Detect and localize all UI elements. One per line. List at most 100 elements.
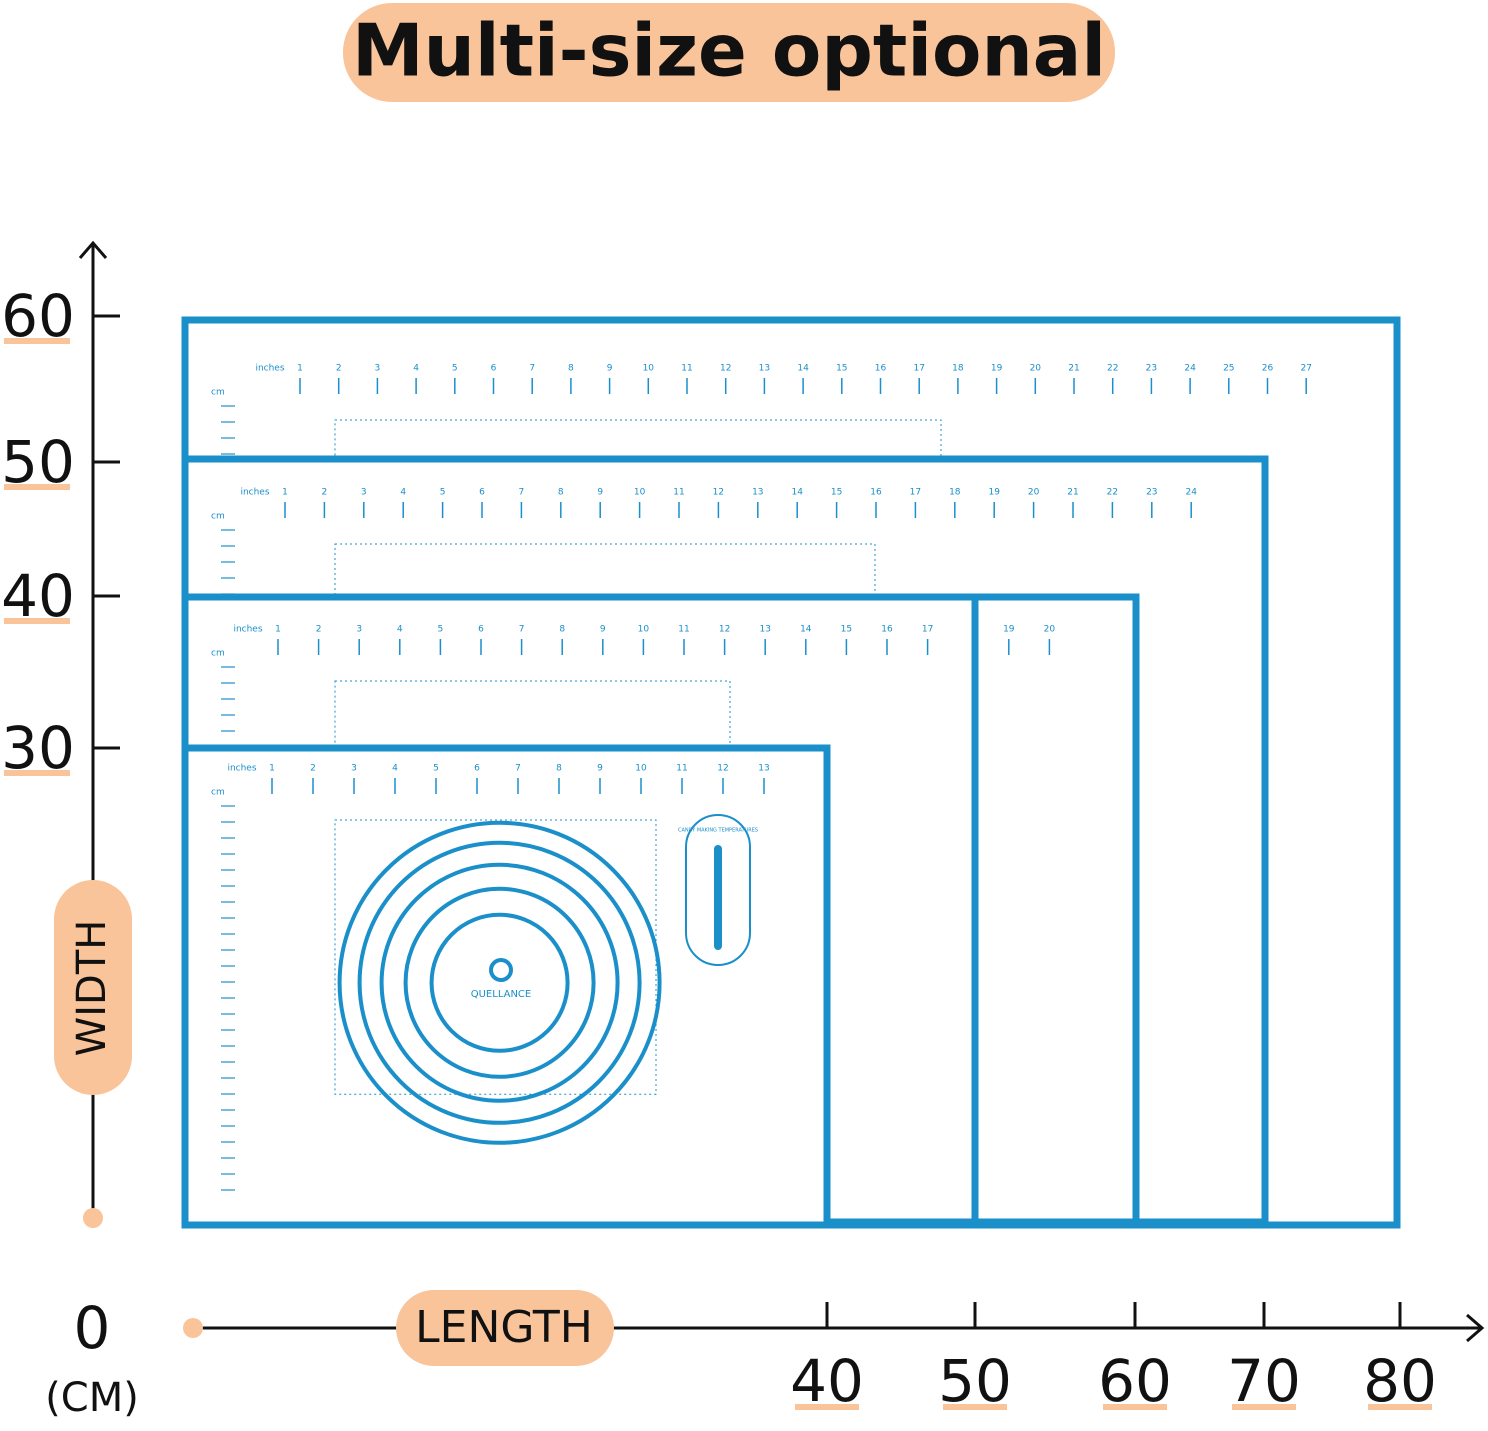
mat-inch-number: 24 [1185,488,1197,498]
x-axis-label: LENGTH [415,1302,593,1353]
mat-inch-number: 2 [316,625,322,635]
mat-inch-number: 9 [600,625,606,635]
mat-inch-number: 4 [392,764,398,774]
mat-inch-number: 6 [479,488,485,498]
x-tick-underline [1232,1404,1296,1410]
mat-inch-number: 8 [559,625,565,635]
mat-cm-label: cm [211,512,225,522]
mat-inch-number: 8 [558,488,564,498]
mat-inch-number: 20 [1044,625,1056,635]
mat-inch-number: 19 [991,364,1003,374]
brand-logo [489,958,513,982]
x-tick-label: 40 [790,1347,864,1415]
mat-inches-label: inches [233,625,262,635]
mat-inch-number: 9 [597,764,603,774]
title: Multi-size optional [352,9,1106,93]
mat-inch-number: 3 [375,364,381,374]
mat-inch-number: 18 [949,488,961,498]
mat-inch-number: 1 [269,764,275,774]
mat-inch-number: 16 [881,625,893,635]
mat-cm-label: cm [211,649,225,659]
mat-inch-number: 10 [634,488,646,498]
mat-inches-label: inches [240,488,269,498]
mat-inch-number: 9 [607,364,613,374]
x-tick-underline [1103,1404,1167,1410]
y-tick-label: 40 [1,562,75,630]
y-tick-underline [4,618,70,624]
mat-outline [181,744,831,1229]
mat-inch-number: 17 [910,488,921,498]
mat-inch-number: 16 [875,364,887,374]
mat-inch-number: 5 [440,488,446,498]
x-tick-underline [795,1404,859,1410]
mat-circle [429,912,570,1053]
mat-inch-number: 19 [1003,625,1015,635]
mat-inch-number: 4 [413,364,419,374]
x-tick-label: 80 [1363,1347,1437,1415]
mat-inch-number: 21 [1067,488,1078,498]
mat-inch-number: 1 [282,488,288,498]
mat-inch-number: 3 [351,764,357,774]
mat-inch-number: 4 [400,488,406,498]
mat-inch-number: 22 [1107,488,1118,498]
y-tick-label: 50 [1,428,75,496]
y-tick-label: 30 [1,714,75,782]
y-tick-underline [4,770,70,776]
mat-inch-number: 24 [1184,364,1196,374]
mat-inch-number: 7 [515,764,521,774]
mat-inch-number: 6 [491,364,497,374]
title-pill [343,3,1115,102]
mat-inch-number: 21 [1068,364,1079,374]
mat-inch-number: 10 [635,764,647,774]
mat-inch-number: 7 [519,625,525,635]
y-tick-underline [4,484,70,490]
mat-inch-number: 9 [597,488,603,498]
mat-inch-number: 12 [717,764,728,774]
mat-dotted-area [334,819,657,1095]
mat-inch-number: 23 [1146,364,1157,374]
mat-inch-number: 26 [1262,364,1274,374]
mat-inch-number: 22 [1107,364,1118,374]
mat-inch-number: 11 [681,364,692,374]
mat-inch-number: 13 [758,764,769,774]
candy-label: CANDY MAKING TEMPERATURES [678,828,758,834]
mat-inches-label: inches [255,364,284,374]
mat-inch-number: 11 [676,764,687,774]
mat-inch-number: 2 [310,764,316,774]
mat-inch-number: 13 [759,364,770,374]
mat-inch-number: 23 [1146,488,1157,498]
mat-inch-number: 5 [433,764,439,774]
x-tick-underline [943,1404,1007,1410]
x-tick-label: 60 [1098,1347,1172,1415]
mat-circle [403,886,596,1079]
mat-circle [357,840,642,1125]
mat-inch-number: 20 [1028,488,1040,498]
candy-panel [685,814,751,966]
mat-inch-number: 17 [922,625,933,635]
mat-inch-number: 15 [831,488,842,498]
mat-inch-number: 2 [336,364,342,374]
mat-inch-number: 2 [322,488,328,498]
mat-inch-number: 16 [870,488,882,498]
mat-circle [337,820,662,1145]
x-label-pill [396,1290,614,1366]
mat-inch-number: 27 [1300,364,1311,374]
y-tick-underline [4,338,70,344]
y-tick-label: 60 [1,282,75,350]
mat-inch-number: 6 [478,625,484,635]
mat-inch-number: 12 [713,488,724,498]
mat-inch-number: 13 [752,488,763,498]
mat-inch-number: 4 [397,625,403,635]
mat-inch-number: 15 [836,364,847,374]
mat-inch-number: 5 [452,364,458,374]
mat-inch-number: 20 [1030,364,1042,374]
x-tick-underline [1368,1404,1432,1410]
mat-inch-number: 3 [356,625,362,635]
x-origin-dot [183,1318,203,1338]
mat-inch-number: 12 [720,364,731,374]
mat-cm-label: cm [211,788,225,798]
mat-inch-number: 19 [988,488,1000,498]
mat-inch-number: 10 [638,625,650,635]
